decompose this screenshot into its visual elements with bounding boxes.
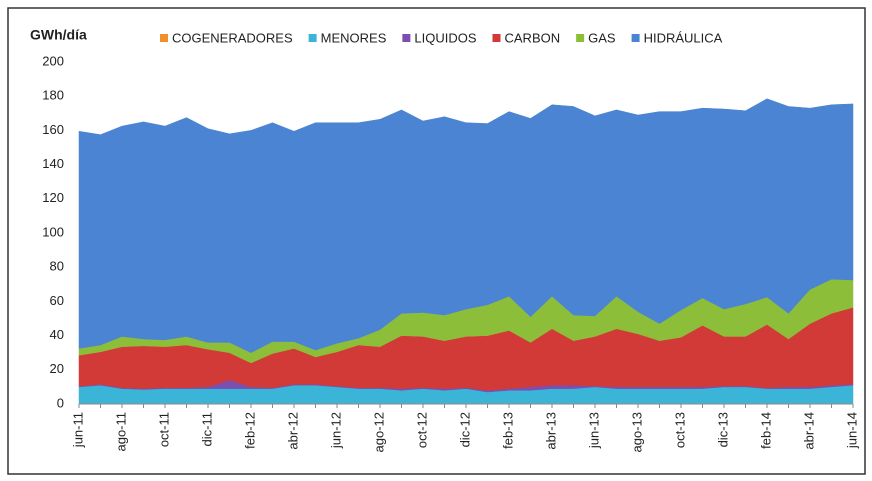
x-tick-label: dic-11: [199, 412, 214, 446]
x-tick-label: jun-11: [70, 412, 85, 448]
x-tick-label: oct-13: [672, 412, 687, 448]
x-tick-label: abr-13: [543, 412, 558, 450]
legend-swatch: [308, 34, 317, 42]
x-tick-label: jun-12: [328, 412, 343, 449]
x-tick-label: oct-11: [156, 412, 171, 447]
x-tick-label: ago-11: [113, 412, 128, 452]
legend-label: COGENERADORES: [172, 30, 293, 45]
legend-swatch: [402, 34, 411, 42]
y-tick-label: 140: [42, 156, 64, 171]
x-tick-label: dic-12: [457, 412, 472, 447]
legend-label: HIDRÁULICA: [644, 30, 723, 45]
legend-swatch: [576, 34, 585, 42]
x-tick-label: abr-12: [285, 412, 300, 450]
x-tick-label: oct-12: [414, 412, 429, 448]
legend-swatch: [631, 34, 640, 42]
y-tick-label: 100: [42, 224, 64, 239]
legend-swatch: [160, 34, 168, 42]
y-tick-label: 40: [50, 327, 64, 342]
x-tick-label: feb-12: [242, 412, 257, 449]
y-tick-label: 180: [42, 88, 64, 103]
legend-label: CARBON: [505, 30, 561, 45]
legend-label: MENORES: [321, 30, 387, 45]
x-tick-label: abr-14: [801, 412, 816, 450]
area: [78, 98, 854, 353]
chart-title: GWh/día: [30, 27, 87, 43]
y-tick-label: 120: [42, 190, 64, 205]
y-tick-label: 20: [50, 361, 64, 376]
x-tick-label: feb-14: [758, 412, 773, 449]
y-tick-label: 160: [42, 122, 64, 137]
x-tick-label: ago-13: [629, 412, 644, 452]
x-tick-label: jun-14: [844, 412, 859, 449]
x-tick-label: jun-13: [586, 412, 601, 449]
y-tick-label: 80: [50, 259, 64, 274]
legend-label: GAS: [588, 30, 616, 45]
y-tick-label: 60: [50, 293, 64, 308]
legend-swatch: [492, 34, 501, 42]
y-tick-label: 0: [57, 395, 64, 410]
legend-label: LIQUIDOS: [414, 30, 476, 45]
x-tick-label: ago-12: [371, 412, 386, 452]
x-tick-label: dic-13: [715, 412, 730, 447]
y-tick-label: 200: [42, 53, 64, 68]
x-tick-label: feb-13: [500, 412, 515, 449]
